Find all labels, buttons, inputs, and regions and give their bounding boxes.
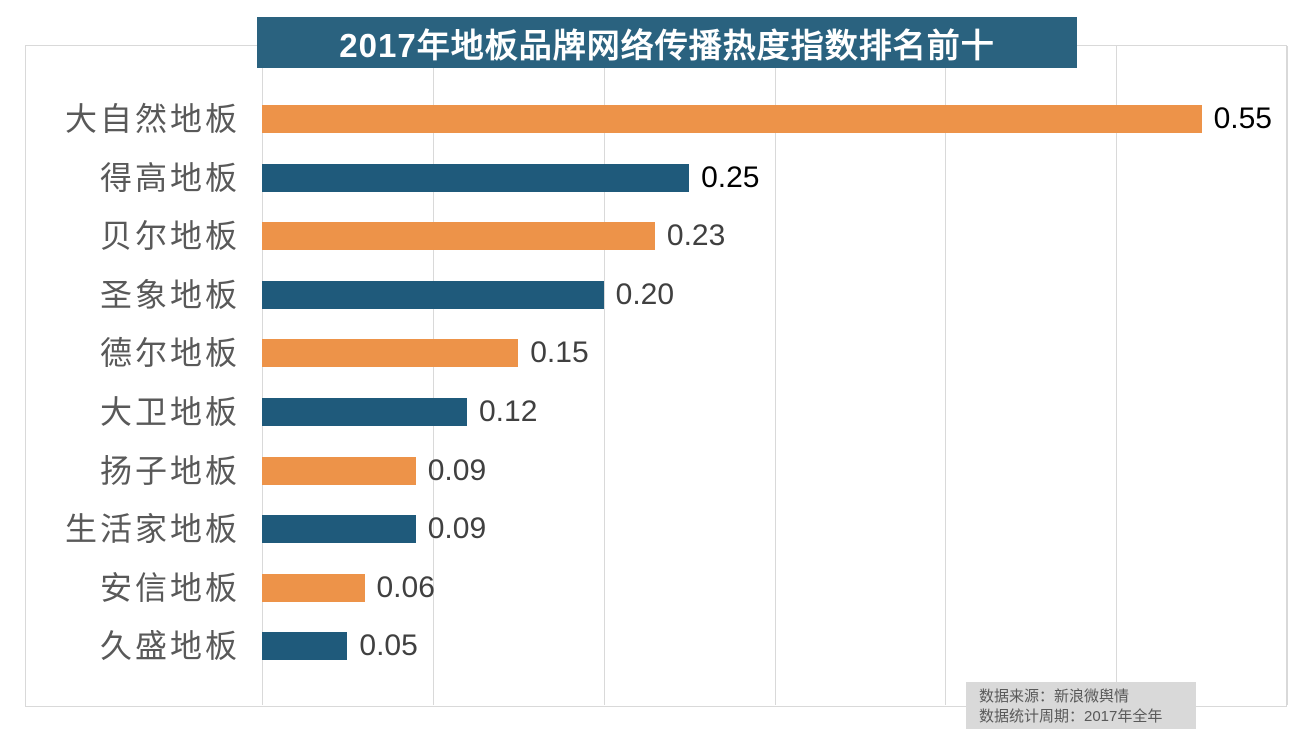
gridline	[603, 46, 605, 705]
bar	[262, 280, 604, 309]
gridline	[262, 46, 263, 705]
category-label: 大卫地板	[99, 394, 240, 430]
gridline	[432, 46, 434, 705]
value-label: 0.15	[530, 336, 589, 370]
category-label: 安信地板	[99, 569, 240, 606]
category-label: 圣象地板	[99, 276, 240, 313]
bar	[262, 339, 519, 368]
gridline	[1116, 46, 1118, 705]
bar	[262, 573, 365, 602]
category-label: 德尔地板	[99, 335, 240, 372]
plot-frame	[25, 45, 1287, 707]
bar	[262, 632, 348, 661]
source-line-2: 数据统计周期：2017年全年	[979, 708, 1163, 725]
bar	[262, 222, 655, 251]
source-line-1: 数据来源：新浪微舆情	[979, 688, 1130, 705]
value-label: 0.06	[376, 570, 435, 604]
value-label: 0.12	[479, 395, 538, 428]
category-label: 大自然地板	[64, 101, 240, 137]
value-label: 0.23	[666, 219, 726, 253]
bar	[262, 515, 416, 544]
gridline	[945, 46, 947, 705]
bar	[262, 456, 416, 485]
source-note: 数据来源：新浪微舆情 数据统计周期：2017年全年	[966, 682, 1196, 729]
category-label: 生活家地板	[64, 511, 240, 548]
category-label: 得高地板	[99, 159, 240, 196]
value-label: 0.25	[701, 160, 760, 194]
chart-title-banner: 2017年地板品牌网络传播热度指数排名前十	[257, 17, 1077, 68]
value-label: 0.05	[359, 629, 418, 663]
value-label: 0.09	[427, 453, 487, 487]
value-label: 0.09	[427, 512, 487, 546]
category-label: 贝尔地板	[99, 218, 240, 255]
bar	[262, 163, 690, 192]
value-label: 0.55	[1213, 102, 1272, 135]
bar	[262, 398, 467, 426]
chart-title: 2017年地板品牌网络传播热度指数排名前十	[339, 26, 995, 64]
value-label: 0.20	[615, 277, 675, 311]
category-label: 扬子地板	[99, 452, 240, 489]
gridline	[1287, 46, 1288, 705]
bar	[262, 105, 1202, 133]
category-label: 久盛地板	[99, 628, 240, 665]
gridline	[774, 46, 776, 705]
